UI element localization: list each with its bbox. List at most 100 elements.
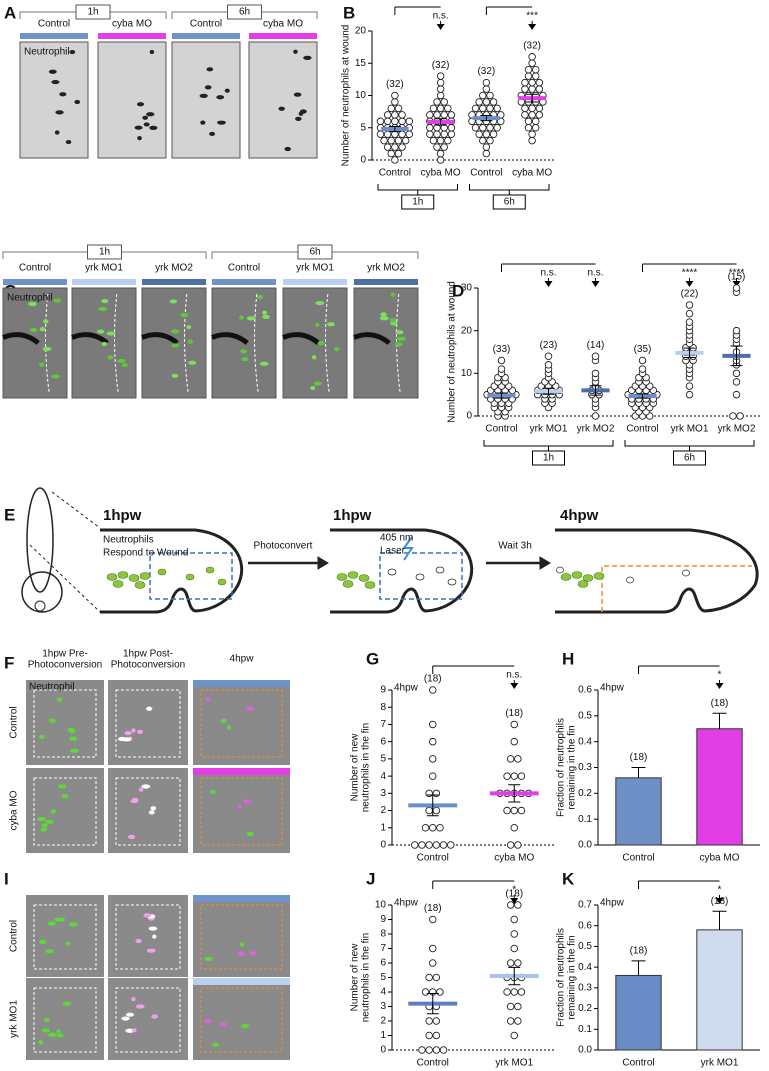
cell-image: [40, 827, 48, 832]
cell-image: [397, 336, 406, 341]
data-point: [447, 123, 456, 132]
data-point: [506, 841, 515, 849]
data-point: [432, 1017, 441, 1025]
cells: [106, 566, 605, 589]
cell-image: [98, 306, 108, 312]
cell-image: [137, 136, 142, 141]
cell-image: [135, 1004, 145, 1009]
sem-bar: [434, 118, 447, 126]
roi-box: [115, 689, 181, 758]
data-point: [544, 352, 553, 361]
y-axis-label: remaining in the fin: [567, 935, 578, 1020]
data-point: [685, 309, 694, 318]
x-tick-label: yrk MO1: [495, 1058, 533, 1069]
condition-bar: [142, 279, 206, 285]
data-point: [685, 382, 694, 390]
column-label: Control: [38, 19, 70, 30]
data-point: [429, 720, 437, 729]
data-point: [425, 973, 433, 982]
data-point: [685, 318, 694, 326]
group-bracket: [624, 440, 755, 447]
cell-image: [262, 314, 270, 320]
cell-image: [380, 312, 387, 317]
cell-image: [327, 322, 335, 327]
n-label: (32): [523, 40, 541, 51]
n-label: (18): [505, 889, 523, 900]
cell-image: [29, 327, 38, 333]
data-point: [387, 149, 396, 158]
data-point: [514, 841, 522, 849]
fin: [555, 528, 759, 614]
data-point: [418, 1046, 426, 1054]
n-label: (18): [630, 946, 648, 957]
panel-letter: G: [366, 649, 379, 668]
cell-image: [39, 327, 46, 332]
laser-bolt: [402, 536, 414, 561]
cell: [112, 580, 124, 588]
cell-image: [212, 1042, 220, 1047]
cell-image: [256, 294, 264, 300]
zoom-line: [29, 544, 101, 613]
group-bracket: [483, 440, 614, 447]
roi-box: [33, 987, 97, 1053]
channel-label: Neutrophil: [29, 682, 75, 693]
data-point: [383, 111, 392, 119]
data-point: [383, 143, 392, 151]
n-label: (18): [424, 903, 442, 914]
micrograph: [26, 768, 104, 853]
data-point: [429, 136, 438, 145]
y-tick-label: 6: [380, 958, 386, 969]
cell: [415, 573, 425, 581]
cell-image: [124, 731, 132, 736]
data-point: [471, 104, 480, 113]
data-point: [444, 104, 452, 113]
cell-image: [106, 331, 116, 336]
y-axis-label: neutrophils in the fin: [361, 723, 372, 813]
x-tick-label: Control: [485, 424, 517, 435]
data-point: [482, 149, 491, 158]
annotation: 4hpw: [600, 898, 625, 909]
data-point: [436, 91, 445, 100]
n-label: (18): [424, 674, 442, 685]
cell: [128, 574, 140, 582]
data-point: [479, 104, 487, 113]
notochord: [211, 332, 249, 345]
roi-box: [115, 777, 181, 846]
data-point: [429, 755, 437, 763]
cell-image: [56, 1033, 64, 1038]
data-point: [489, 98, 498, 106]
micrograph: [108, 978, 188, 1060]
sem-bar: [542, 387, 555, 395]
y-tick-label: 4: [380, 987, 386, 998]
timepoint-label: 6h: [239, 7, 250, 18]
notochord: [141, 332, 179, 345]
cell-image: [131, 997, 136, 1002]
bar: [696, 929, 743, 1051]
cell-image: [299, 109, 307, 114]
cell-image: [59, 92, 67, 97]
cell-image: [97, 329, 105, 334]
data-point: [479, 123, 487, 132]
y-tick-label: 4: [380, 771, 386, 782]
data-point: [411, 841, 419, 849]
data-point: [429, 686, 437, 694]
condition-bar: [283, 279, 347, 285]
data-point: [521, 85, 529, 93]
cell-image: [246, 706, 254, 711]
cell-image: [379, 316, 389, 321]
cell: [560, 573, 572, 581]
sig-arrow-head: [685, 281, 694, 287]
roi-box: [200, 904, 283, 970]
data-point: [514, 1002, 522, 1011]
notochord: [353, 332, 391, 345]
roi-box: [379, 552, 463, 600]
cell-image: [42, 319, 49, 324]
cell-image: [43, 1017, 50, 1022]
cell-image: [47, 1032, 57, 1037]
cell-image: [333, 347, 340, 352]
data-point: [391, 91, 399, 100]
y-tick-label: 0.4: [578, 962, 592, 973]
data-point: [503, 988, 511, 996]
timepoint-box: [87, 244, 122, 260]
significance-label: *: [718, 885, 722, 896]
